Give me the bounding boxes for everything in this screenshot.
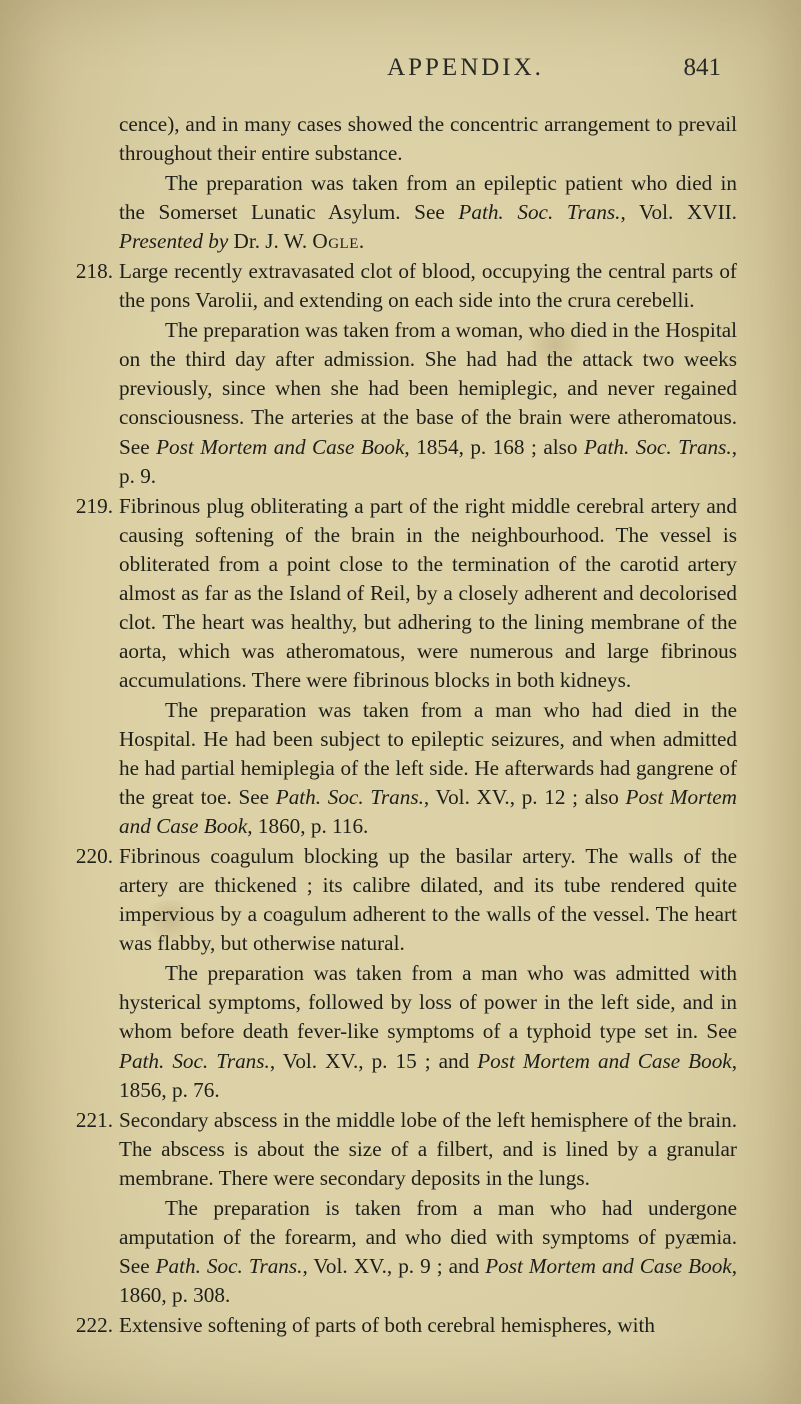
paragraph-text: Fibrinous plug obliterating a part of th… <box>119 494 737 692</box>
entry-number: 218. <box>65 257 113 286</box>
page-header: APPENDIX. 841 <box>0 54 801 82</box>
paragraph: The preparation was taken from an epilep… <box>65 169 737 256</box>
paragraph-text: Secondary abscess in the middle lobe of … <box>119 1108 737 1190</box>
paragraph: 218.Large recently extravasated clot of … <box>65 257 737 315</box>
running-title: APPENDIX. <box>0 54 801 82</box>
page-surface: APPENDIX. 841 cence), and in many cases … <box>0 0 801 1404</box>
paragraph-text: The preparation was taken from a man who… <box>119 961 737 1101</box>
entry-number: 221. <box>65 1106 113 1135</box>
paragraph: The preparation was taken from a man who… <box>65 696 737 841</box>
paragraph-text: Large recently extravasated clot of bloo… <box>119 259 737 312</box>
paragraph: 219.Fibrinous plug obliterating a part o… <box>65 492 737 695</box>
paragraph-text: Fibrinous coagulum blocking up the basil… <box>119 844 737 955</box>
paragraph-text: Extensive softening of parts of both cer… <box>119 1313 655 1337</box>
paragraph: The preparation is taken from a man who … <box>65 1194 737 1310</box>
entry-number: 219. <box>65 492 113 521</box>
paragraph: 220.Fibrinous coagulum blocking up the b… <box>65 842 737 958</box>
entry-number: 222. <box>65 1311 113 1340</box>
paragraph-text: The preparation was taken from a woman, … <box>119 318 737 487</box>
paragraph-text: cence), and in many cases showed the con… <box>119 112 737 165</box>
paragraph: The preparation was taken from a man who… <box>65 959 737 1104</box>
paragraph: cence), and in many cases showed the con… <box>65 110 737 168</box>
paragraph: The preparation was taken from a woman, … <box>65 316 737 490</box>
paragraph-text: The preparation is taken from a man who … <box>119 1196 737 1307</box>
page-number: 841 <box>684 54 722 82</box>
paragraph-text: The preparation was taken from an epilep… <box>119 171 737 253</box>
entry-number: 220. <box>65 842 113 871</box>
paragraph-text: The preparation was taken from a man who… <box>119 698 737 838</box>
paragraph: 221.Secondary abscess in the middle lobe… <box>65 1106 737 1193</box>
body-text: cence), and in many cases showed the con… <box>65 110 737 1341</box>
paragraph: 222.Extensive softening of parts of both… <box>65 1311 737 1340</box>
